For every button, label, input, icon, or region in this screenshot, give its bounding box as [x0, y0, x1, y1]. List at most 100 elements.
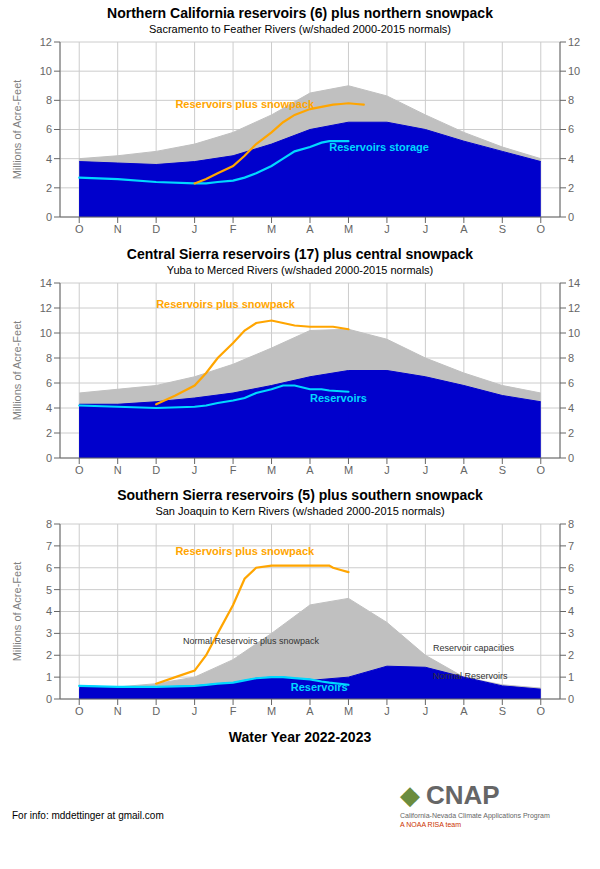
svg-text:14: 14 — [40, 277, 52, 289]
svg-text:0: 0 — [568, 211, 574, 223]
svg-text:2: 2 — [46, 182, 52, 194]
svg-text:A: A — [306, 705, 314, 717]
svg-text:5: 5 — [568, 584, 574, 596]
svg-text:12: 12 — [40, 36, 52, 48]
svg-text:A: A — [460, 223, 468, 235]
svg-text:0: 0 — [46, 693, 52, 705]
svg-text:Reservoirs plus snowpack: Reservoirs plus snowpack — [175, 545, 315, 557]
svg-text:F: F — [230, 223, 237, 235]
svg-text:F: F — [230, 464, 237, 476]
svg-text:Reservoirs storage: Reservoirs storage — [329, 141, 429, 153]
svg-text:3: 3 — [568, 627, 574, 639]
svg-text:D: D — [152, 705, 160, 717]
svg-text:J: J — [192, 223, 198, 235]
svg-text:A: A — [306, 464, 314, 476]
svg-text:6: 6 — [46, 562, 52, 574]
svg-text:F: F — [230, 705, 237, 717]
svg-text:6: 6 — [568, 562, 574, 574]
svg-text:J: J — [384, 464, 390, 476]
svg-text:O: O — [75, 705, 84, 717]
svg-text:10: 10 — [568, 327, 580, 339]
svg-text:O: O — [75, 223, 84, 235]
svg-text:8: 8 — [568, 94, 574, 106]
svg-text:6: 6 — [568, 123, 574, 135]
svg-text:Normal Reservoirs: Normal Reservoirs — [433, 671, 508, 681]
svg-text:S: S — [499, 223, 506, 235]
svg-text:4: 4 — [568, 605, 574, 617]
svg-text:O: O — [536, 223, 545, 235]
svg-text:J: J — [192, 705, 198, 717]
svg-text:12: 12 — [568, 302, 580, 314]
svg-text:12: 12 — [568, 36, 580, 48]
svg-text:10: 10 — [40, 327, 52, 339]
svg-text:J: J — [384, 705, 390, 717]
svg-text:6: 6 — [46, 377, 52, 389]
svg-text:4: 4 — [568, 153, 574, 165]
svg-text:8: 8 — [46, 352, 52, 364]
svg-text:A: A — [460, 705, 468, 717]
html-text:◆ CNAP: ◆ CNAP — [400, 780, 500, 810]
svg-text:J: J — [192, 464, 198, 476]
svg-text:12: 12 — [40, 302, 52, 314]
svg-text:O: O — [75, 464, 84, 476]
svg-text:M: M — [344, 464, 353, 476]
svg-text:M: M — [267, 223, 276, 235]
svg-text:4: 4 — [46, 153, 52, 165]
svg-text:D: D — [152, 223, 160, 235]
svg-text:D: D — [152, 464, 160, 476]
svg-text:M: M — [267, 464, 276, 476]
svg-text:8: 8 — [46, 518, 52, 530]
svg-text:0: 0 — [568, 693, 574, 705]
svg-text:4: 4 — [46, 605, 52, 617]
svg-text:S: S — [499, 705, 506, 717]
svg-text:4: 4 — [46, 402, 52, 414]
svg-text:S: S — [499, 464, 506, 476]
svg-text:N: N — [114, 705, 122, 717]
svg-text:M: M — [267, 705, 276, 717]
svg-text:0: 0 — [46, 211, 52, 223]
svg-text:J: J — [423, 705, 429, 717]
svg-text:Reservoirs: Reservoirs — [291, 681, 348, 693]
svg-text:A: A — [460, 464, 468, 476]
svg-text:1: 1 — [46, 671, 52, 683]
svg-text:Normal Reservoirs plus snowpac: Normal Reservoirs plus snowpack — [183, 636, 320, 646]
svg-text:14: 14 — [568, 277, 580, 289]
svg-text:8: 8 — [568, 518, 574, 530]
svg-text:3: 3 — [46, 627, 52, 639]
svg-text:6: 6 — [568, 377, 574, 389]
svg-text:N: N — [114, 464, 122, 476]
svg-text:M: M — [344, 223, 353, 235]
svg-text:Reservoirs plus snowpack: Reservoirs plus snowpack — [156, 298, 296, 310]
svg-text:O: O — [536, 705, 545, 717]
svg-text:Millions of Acre-Feet: Millions of Acre-Feet — [11, 562, 23, 662]
svg-text:4: 4 — [568, 402, 574, 414]
svg-text:10: 10 — [568, 65, 580, 77]
svg-text:Millions of Acre-Feet: Millions of Acre-Feet — [11, 321, 23, 421]
svg-text:J: J — [384, 223, 390, 235]
svg-text:8: 8 — [568, 352, 574, 364]
svg-text:7: 7 — [46, 540, 52, 552]
svg-text:8: 8 — [46, 94, 52, 106]
svg-text:N: N — [114, 223, 122, 235]
svg-text:Reservoirs: Reservoirs — [310, 392, 367, 404]
svg-text:1: 1 — [568, 671, 574, 683]
svg-text:Millions of Acre-Feet: Millions of Acre-Feet — [11, 80, 23, 180]
svg-text:Reservoirs plus snowpack: Reservoirs plus snowpack — [175, 98, 315, 110]
svg-text:2: 2 — [46, 649, 52, 661]
svg-text:0: 0 — [568, 452, 574, 464]
svg-text:J: J — [423, 464, 429, 476]
svg-text:2: 2 — [568, 649, 574, 661]
svg-text:7: 7 — [568, 540, 574, 552]
svg-text:O: O — [536, 464, 545, 476]
svg-text:2: 2 — [46, 427, 52, 439]
svg-text:M: M — [344, 705, 353, 717]
svg-text:2: 2 — [568, 182, 574, 194]
svg-text:2: 2 — [568, 427, 574, 439]
svg-text:0: 0 — [46, 452, 52, 464]
svg-text:10: 10 — [40, 65, 52, 77]
svg-text:A: A — [306, 223, 314, 235]
svg-text:6: 6 — [46, 123, 52, 135]
svg-text:5: 5 — [46, 584, 52, 596]
svg-text:J: J — [423, 223, 429, 235]
svg-text:Reservoir capacities: Reservoir capacities — [433, 643, 515, 653]
